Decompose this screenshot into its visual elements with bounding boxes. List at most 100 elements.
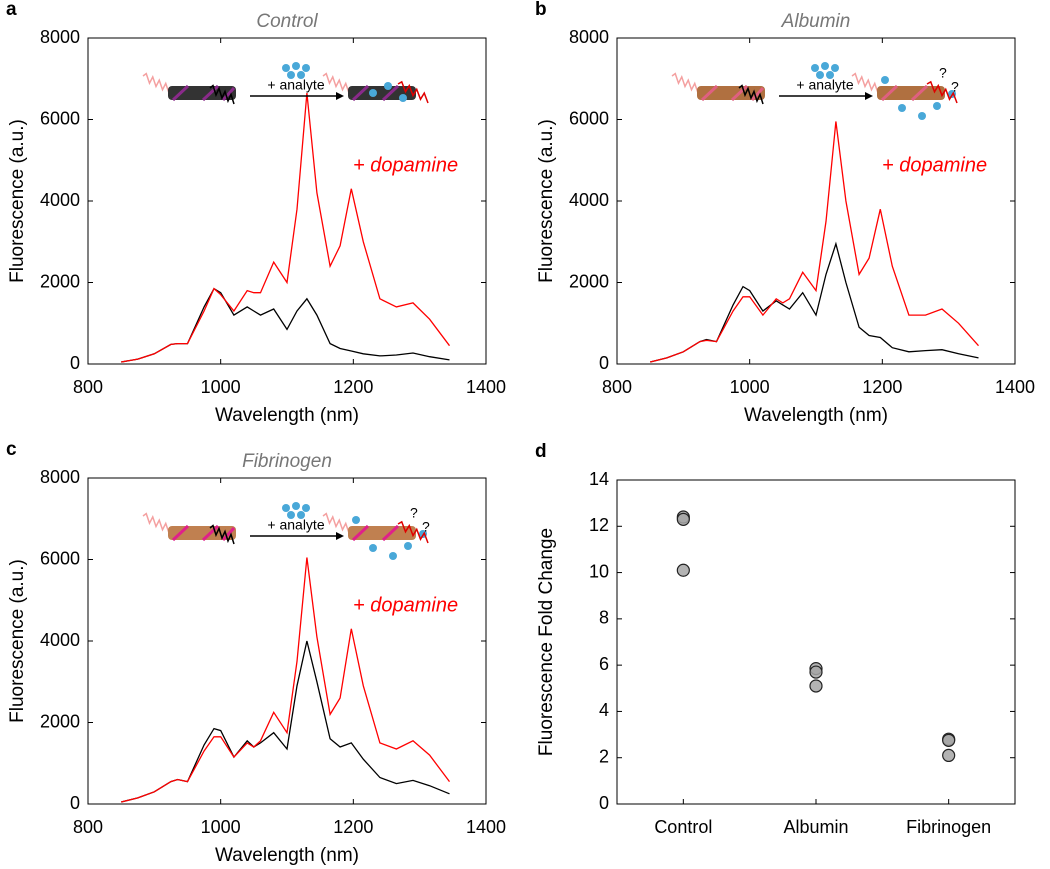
arrow-head bbox=[865, 92, 873, 100]
analyte bbox=[287, 71, 295, 79]
wrap bbox=[351, 524, 400, 542]
panel-label: a bbox=[6, 0, 17, 20]
analyte bbox=[302, 64, 310, 72]
analyte bbox=[352, 516, 360, 524]
spectrum-line bbox=[121, 287, 450, 363]
analyte bbox=[369, 544, 377, 552]
analyte bbox=[816, 71, 824, 79]
y-tick-label: 8000 bbox=[569, 27, 609, 47]
x-tick-label: 1200 bbox=[862, 377, 902, 397]
wrap bbox=[171, 84, 236, 102]
analyte bbox=[881, 76, 889, 84]
light-wave bbox=[209, 524, 235, 545]
y-axis-label: Fluorescence (a.u.) bbox=[536, 119, 557, 283]
analyte bbox=[811, 64, 819, 72]
analyte bbox=[821, 62, 829, 70]
analyte bbox=[831, 64, 839, 72]
light-wave bbox=[738, 84, 764, 105]
analyte bbox=[389, 552, 397, 560]
analyte bbox=[282, 504, 290, 512]
light-wave bbox=[926, 80, 958, 104]
y-tick-label: 6 bbox=[599, 654, 609, 674]
inset-mark: ? bbox=[410, 505, 418, 521]
y-tick-label: 0 bbox=[70, 353, 80, 373]
analyte bbox=[399, 94, 407, 102]
inset-mark: ? bbox=[939, 65, 947, 81]
analyte bbox=[384, 82, 392, 90]
x-tick-label: 800 bbox=[73, 377, 103, 397]
analyte bbox=[297, 511, 305, 519]
panel-title: Fibrinogen bbox=[242, 451, 332, 472]
data-point bbox=[676, 512, 690, 526]
arrow-head bbox=[336, 92, 344, 100]
y-tick-label: 4000 bbox=[40, 630, 80, 650]
y-tick-label: 8 bbox=[599, 608, 609, 628]
spectrum-line bbox=[121, 557, 451, 803]
y-axis-label: Fluorescence (a.u.) bbox=[7, 119, 28, 283]
light-wave bbox=[397, 80, 429, 104]
y-tick-label: 0 bbox=[70, 793, 80, 813]
panel-label: d bbox=[535, 441, 547, 462]
light-wave bbox=[851, 72, 879, 94]
inset-text: + analyte bbox=[267, 77, 324, 93]
light-wave bbox=[209, 84, 235, 105]
analyte bbox=[292, 502, 300, 510]
nanotube bbox=[348, 526, 416, 540]
y-tick-label: 2 bbox=[599, 746, 609, 766]
x-tick-label: 1200 bbox=[333, 817, 373, 837]
x-tick-label: 1400 bbox=[466, 377, 506, 397]
x-tick-label: 1000 bbox=[730, 377, 770, 397]
panel-title: Albumin bbox=[781, 11, 851, 32]
y-axis-label: Fluorescence Fold Change bbox=[536, 528, 557, 756]
light-wave bbox=[671, 72, 699, 94]
y-tick-label: 8000 bbox=[40, 467, 80, 487]
y-tick-label: 2000 bbox=[569, 271, 609, 291]
nanotube bbox=[877, 86, 945, 100]
x-tick-label: 1400 bbox=[466, 817, 506, 837]
wrap bbox=[700, 84, 765, 102]
data-point bbox=[809, 679, 823, 693]
light-wave bbox=[322, 72, 350, 94]
analyte bbox=[898, 104, 906, 112]
panel-label: c bbox=[6, 439, 17, 460]
annotation: + dopamine bbox=[353, 594, 458, 616]
inset-mark: ? bbox=[422, 519, 430, 535]
inset-mark: ? bbox=[951, 79, 959, 95]
x-tick-label: Albumin bbox=[783, 817, 848, 837]
light-wave bbox=[142, 72, 170, 94]
x-axis-label: Wavelength (nm) bbox=[215, 405, 359, 426]
y-tick-label: 4 bbox=[599, 700, 609, 720]
analyte bbox=[826, 71, 834, 79]
analyte bbox=[369, 89, 377, 97]
y-tick-label: 6000 bbox=[40, 548, 80, 568]
analyte bbox=[404, 542, 412, 550]
inset-text: + analyte bbox=[267, 517, 324, 533]
x-tick-label: 1000 bbox=[201, 377, 241, 397]
wrap bbox=[171, 524, 236, 542]
y-tick-label: 2000 bbox=[40, 271, 80, 291]
analyte bbox=[287, 511, 295, 519]
analyte bbox=[282, 64, 290, 72]
inset-text: + analyte bbox=[796, 77, 853, 93]
x-tick-label: 1200 bbox=[333, 377, 373, 397]
light-wave bbox=[397, 520, 429, 544]
y-tick-label: 10 bbox=[589, 561, 609, 581]
y-tick-label: 2000 bbox=[40, 711, 80, 731]
light-wave bbox=[142, 512, 170, 534]
arrow-head bbox=[336, 532, 344, 540]
y-axis-label: Fluorescence (a.u.) bbox=[7, 559, 28, 723]
wrap bbox=[351, 84, 400, 102]
panel-title: Control bbox=[256, 11, 318, 32]
y-tick-label: 12 bbox=[589, 515, 609, 535]
y-tick-label: 4000 bbox=[40, 190, 80, 210]
spectrum-line bbox=[650, 121, 979, 363]
spectrum-line bbox=[121, 92, 451, 363]
y-tick-label: 4000 bbox=[569, 190, 609, 210]
y-tick-label: 0 bbox=[599, 793, 609, 813]
plot-frame bbox=[616, 479, 1016, 805]
data-point bbox=[676, 563, 690, 577]
analyte bbox=[933, 102, 941, 110]
wrap bbox=[880, 84, 929, 102]
x-tick-label: 800 bbox=[602, 377, 632, 397]
